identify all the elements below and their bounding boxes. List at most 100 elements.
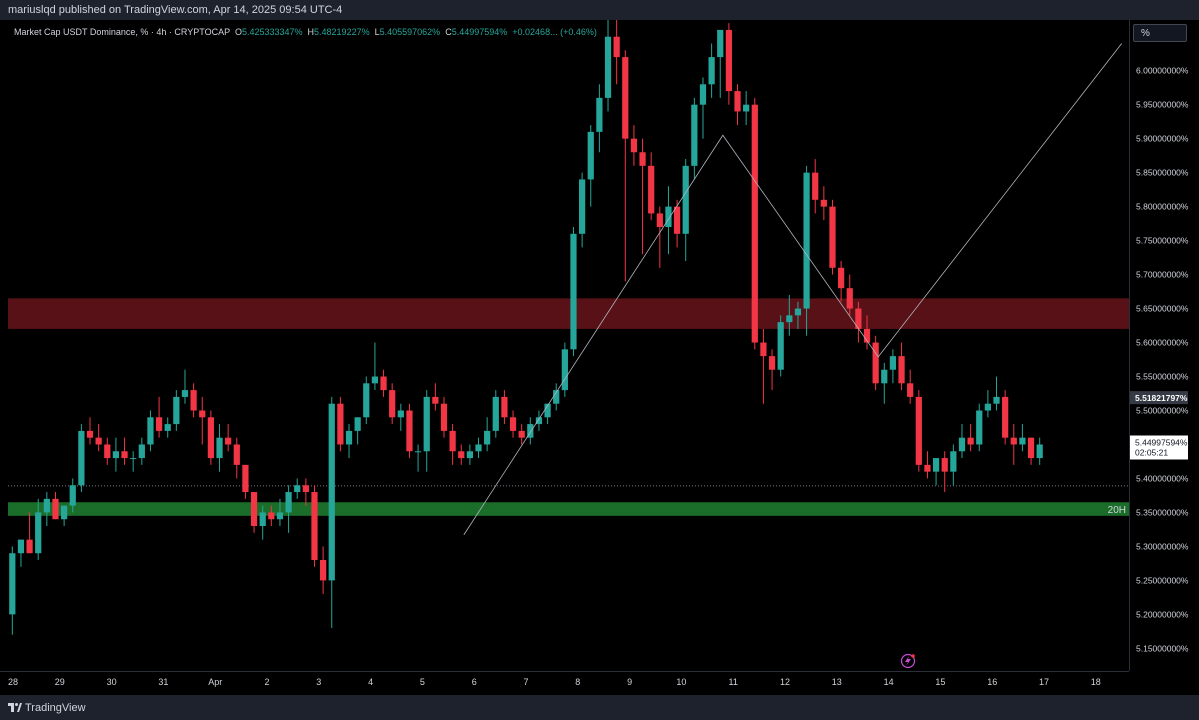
candle[interactable] [561,342,568,397]
candle[interactable] [414,444,422,472]
candle[interactable] [950,444,957,486]
candle[interactable] [104,437,111,465]
candle[interactable] [984,390,991,418]
lightning-marker-icon[interactable] [900,653,916,669]
candle[interactable] [311,485,318,567]
candle[interactable] [751,97,758,350]
support-zone[interactable] [8,502,1129,516]
candle[interactable] [699,77,707,139]
candle[interactable] [518,424,525,445]
candle[interactable] [872,335,879,391]
candle[interactable] [207,410,214,465]
candle[interactable] [345,424,353,459]
candle[interactable] [130,451,137,472]
candle[interactable] [458,444,465,465]
candle[interactable] [78,424,85,493]
candle[interactable] [475,437,482,459]
candle[interactable] [622,50,629,282]
candle[interactable] [121,437,128,465]
candle[interactable] [691,97,698,180]
candle[interactable] [838,260,845,302]
candle[interactable] [233,437,240,479]
candle[interactable] [613,20,620,85]
candle[interactable] [1019,424,1026,452]
candle[interactable] [881,362,888,404]
candle[interactable] [406,403,413,459]
candle[interactable] [527,417,534,445]
candle[interactable] [380,369,387,397]
candle[interactable] [320,546,327,594]
candle[interactable] [397,403,404,431]
percent-scale-button[interactable]: % [1133,24,1187,42]
candle[interactable] [535,410,543,431]
resistance-zone[interactable] [8,298,1129,329]
candle[interactable] [423,390,430,472]
candle[interactable] [86,417,94,445]
projection-path[interactable] [463,43,1123,536]
candle[interactable] [596,84,603,153]
candle[interactable] [1036,437,1043,465]
candle[interactable] [725,23,732,105]
candle[interactable] [734,84,741,126]
candle[interactable] [484,417,491,452]
candle[interactable] [855,301,862,343]
candle[interactable] [924,451,931,479]
candle[interactable] [302,478,309,506]
candle[interactable] [846,274,853,316]
candle[interactable] [509,410,517,438]
candle[interactable] [95,424,102,452]
candle[interactable] [440,396,448,438]
price-axis[interactable] [1129,20,1199,671]
candle[interactable] [173,390,180,431]
candle[interactable] [276,498,284,527]
candle[interactable] [52,492,59,520]
candle[interactable] [138,437,145,465]
candle[interactable] [250,492,258,533]
candle[interactable] [673,199,681,248]
candle[interactable] [354,417,361,445]
candle[interactable] [976,403,983,452]
candle[interactable] [492,390,499,438]
candle[interactable] [786,294,793,336]
candle[interactable] [1002,390,1009,445]
candle[interactable] [112,437,120,472]
candle[interactable] [812,159,819,214]
candle[interactable] [371,342,379,391]
candle[interactable] [199,396,206,445]
candle[interactable] [17,539,25,567]
candle[interactable] [777,315,784,377]
candle[interactable] [941,451,948,493]
time-axis[interactable] [0,671,1129,696]
candle[interactable] [501,390,508,425]
candle[interactable] [958,424,966,459]
candle[interactable] [656,206,663,268]
candle[interactable] [760,328,767,404]
chart-area[interactable] [8,20,1129,671]
candle[interactable] [432,383,439,411]
candle[interactable] [570,227,577,357]
candle[interactable] [717,29,724,98]
candle[interactable] [26,512,33,554]
candle[interactable] [181,369,189,404]
candle[interactable] [889,349,897,384]
candle[interactable] [743,91,750,126]
candle[interactable] [579,172,586,248]
candle[interactable] [587,125,594,207]
candle[interactable] [665,186,672,255]
candle[interactable] [967,424,974,452]
candle[interactable] [449,424,456,465]
candle[interactable] [1010,424,1017,465]
candle[interactable] [708,43,715,98]
candle[interactable] [863,315,871,350]
candle[interactable] [35,498,42,561]
candle[interactable] [328,396,335,628]
candle[interactable] [389,383,396,425]
candle[interactable] [242,464,249,499]
candle[interactable] [268,505,275,527]
candle[interactable] [803,165,810,336]
candle[interactable] [259,505,266,540]
candle[interactable] [294,478,301,499]
candle[interactable] [9,546,16,635]
candle[interactable] [155,396,163,438]
